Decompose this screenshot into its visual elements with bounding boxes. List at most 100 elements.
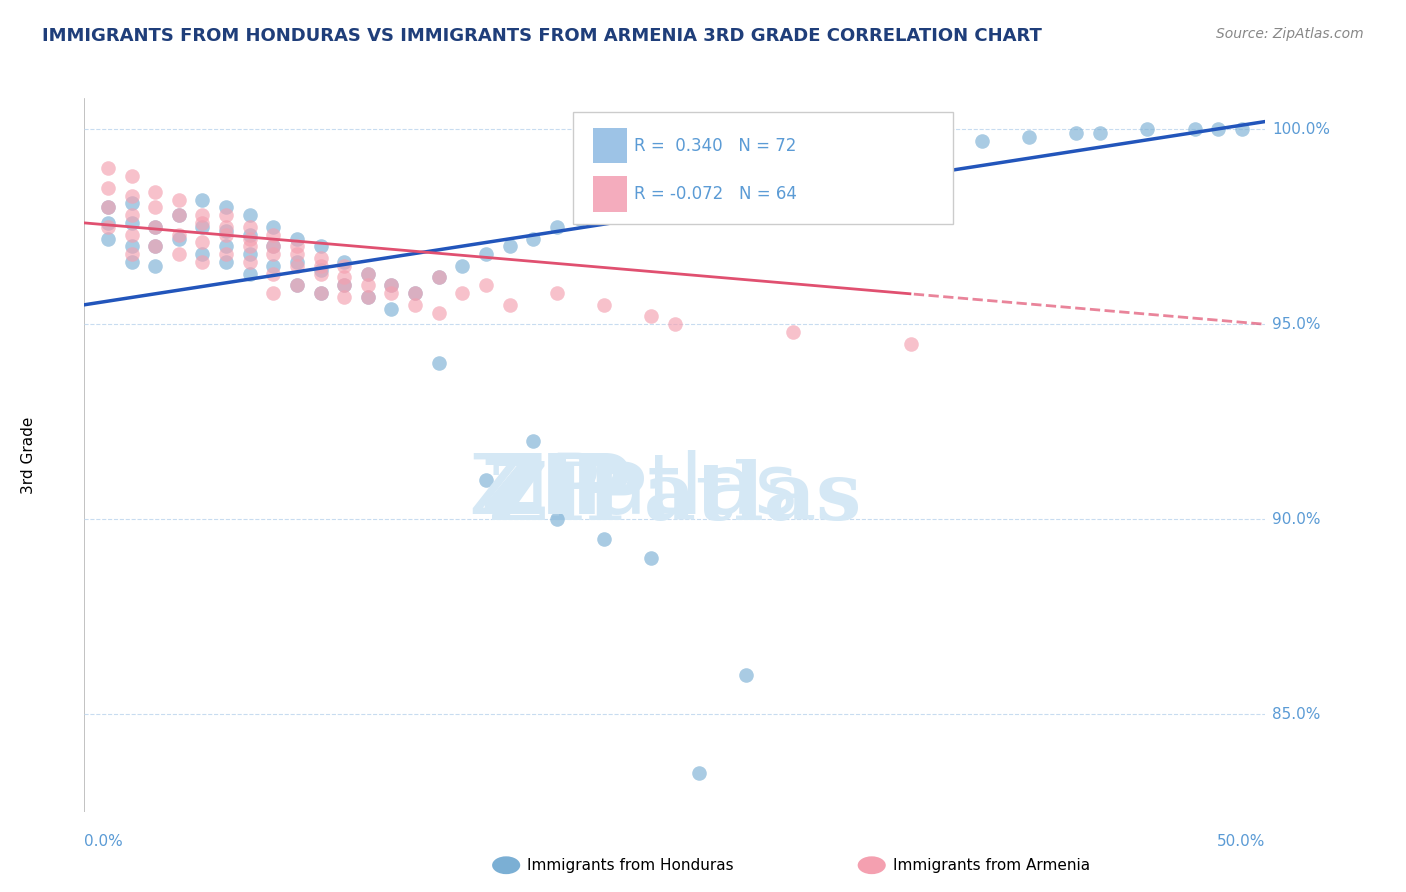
Point (143, 259, 166, 273)
Point (262, 219, 284, 234)
Point (239, 247, 262, 261)
Point (498, 239, 520, 253)
Point (357, 267, 380, 281)
Text: R =  0.340   N = 72: R = 0.340 N = 72 (634, 136, 796, 154)
Point (121, 247, 143, 261)
Point (475, 247, 498, 261)
Point (97, 200, 120, 214)
Point (239, 239, 262, 253)
Point (167, 227, 190, 242)
Point (97, 181, 120, 195)
Point (924, 137, 946, 152)
Point (522, 434, 544, 449)
Point (357, 267, 380, 281)
Point (546, 512, 568, 526)
Point (900, 336, 922, 351)
Point (333, 255, 356, 269)
Point (357, 290, 380, 304)
Point (1206, 122, 1229, 136)
Point (427, 270, 450, 285)
Point (167, 247, 190, 261)
Point (97, 219, 120, 234)
Point (97, 200, 120, 214)
Point (546, 219, 568, 234)
Point (1066, 126, 1088, 140)
Point (121, 227, 143, 242)
Point (309, 259, 332, 273)
Point (498, 298, 520, 312)
Point (285, 247, 308, 261)
Point (191, 208, 214, 222)
Point (215, 255, 238, 269)
Point (1018, 130, 1040, 145)
Point (143, 219, 166, 234)
Point (688, 765, 710, 780)
Point (782, 325, 804, 339)
Point (475, 473, 498, 487)
Point (143, 185, 166, 199)
Point (664, 318, 686, 332)
Point (427, 305, 450, 319)
Point (191, 255, 214, 269)
Point (167, 193, 190, 207)
Point (167, 208, 190, 222)
Point (143, 219, 166, 234)
Point (711, 177, 734, 191)
Point (333, 270, 356, 285)
Point (380, 286, 402, 301)
Point (239, 208, 262, 222)
Point (262, 227, 284, 242)
Point (239, 255, 262, 269)
Text: 3rd Grade: 3rd Grade (21, 417, 35, 493)
Point (262, 239, 284, 253)
Point (900, 142, 922, 156)
Point (239, 267, 262, 281)
Point (143, 239, 166, 253)
Point (569, 212, 592, 227)
Point (285, 231, 308, 245)
Point (97, 161, 120, 176)
Text: ZIPatlas: ZIPatlas (468, 450, 797, 531)
Point (215, 247, 238, 261)
Point (404, 298, 426, 312)
Point (239, 219, 262, 234)
Point (215, 227, 238, 242)
Point (782, 161, 804, 176)
Point (239, 231, 262, 245)
Point (121, 216, 143, 230)
Point (262, 247, 284, 261)
Point (1230, 122, 1253, 136)
Point (357, 290, 380, 304)
Point (143, 239, 166, 253)
Point (404, 286, 426, 301)
Point (309, 251, 332, 265)
Point (285, 278, 308, 293)
Point (309, 239, 332, 253)
Point (734, 668, 756, 682)
Point (1088, 126, 1111, 140)
Point (380, 278, 402, 293)
Text: ZIPatlas: ZIPatlas (489, 458, 860, 537)
Point (451, 259, 474, 273)
Point (640, 310, 662, 324)
Text: 90.0%: 90.0% (1272, 512, 1320, 527)
Text: 0.0%: 0.0% (84, 834, 124, 849)
Point (143, 200, 166, 214)
Point (121, 188, 143, 202)
Point (215, 219, 238, 234)
Text: IMMIGRANTS FROM HONDURAS VS IMMIGRANTS FROM ARMENIA 3RD GRADE CORRELATION CHART: IMMIGRANTS FROM HONDURAS VS IMMIGRANTS F… (42, 27, 1042, 45)
Point (191, 219, 214, 234)
Point (475, 278, 498, 293)
Point (522, 231, 544, 245)
Point (285, 259, 308, 273)
Point (451, 286, 474, 301)
Point (121, 208, 143, 222)
Point (309, 267, 332, 281)
Point (97, 231, 120, 245)
Point (333, 278, 356, 293)
Point (593, 532, 616, 546)
Point (688, 185, 710, 199)
Point (239, 227, 262, 242)
Text: ZIP: ZIP (481, 450, 633, 531)
Point (262, 259, 284, 273)
